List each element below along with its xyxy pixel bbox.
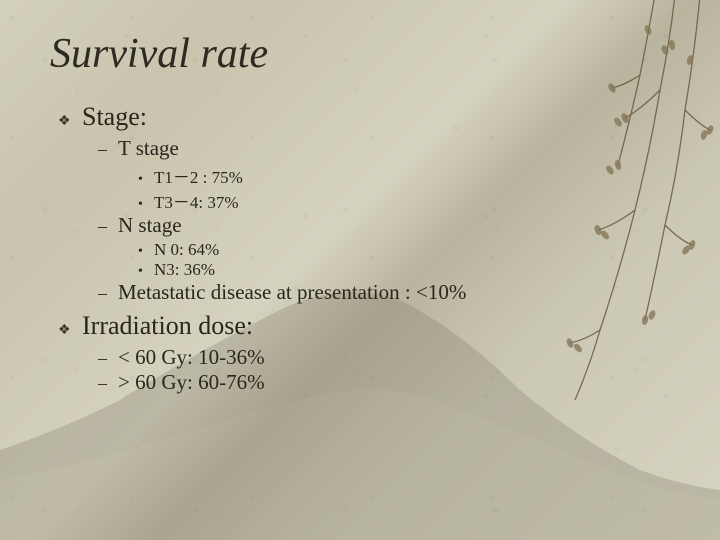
bullet-list: ❖ Stage: – T stage • T1－2 : 75% • T3－4: 37… — [50, 102, 670, 395]
list-item: • N 0: 64% — [138, 240, 670, 260]
irradiation-label: Irradiation dose: — [82, 311, 253, 341]
list-item: –< 60 Gy: 10-36% — [98, 345, 670, 370]
diamond-icon: ❖ — [58, 113, 72, 130]
dash-icon: – — [98, 283, 112, 304]
n-stage-value: N 0: 64% — [154, 240, 219, 260]
dot-icon: • — [138, 197, 148, 213]
list-item: • T3－4: 37% — [138, 188, 670, 213]
dash-icon: – — [98, 373, 112, 394]
item-t-stage: – T stage • T1－2 : 75% • T3－4: 37% — [98, 136, 670, 213]
dot-icon: • — [138, 244, 148, 260]
t-stage-value: T1－2 : 75% — [154, 163, 243, 188]
dash-icon: – — [98, 139, 112, 160]
list-item: • T1－2 : 75% — [138, 163, 670, 188]
metastatic-label: Metastatic disease at presentation : <10… — [118, 280, 466, 305]
dot-icon: • — [138, 172, 148, 188]
item-irradiation: ❖ Irradiation dose: –< 60 Gy: 10-36% –> … — [58, 311, 670, 395]
n-stage-label: N stage — [118, 213, 182, 238]
t-stage-label: T stage — [118, 136, 179, 161]
item-metastatic: – Metastatic disease at presentation : <… — [98, 280, 670, 305]
irradiation-value: < 60 Gy: 10-36% — [118, 345, 265, 370]
slide: Survival rate ❖ Stage: – T stage • T1－2 :… — [0, 0, 720, 540]
item-stage: ❖ Stage: – T stage • T1－2 : 75% • T3－4: 37… — [58, 102, 670, 305]
list-item: • N3: 36% — [138, 260, 670, 280]
item-n-stage: – N stage • N 0: 64% • N3: 36% — [98, 213, 670, 280]
n-stage-value: N3: 36% — [154, 260, 215, 280]
stage-label: Stage: — [82, 102, 147, 132]
slide-title: Survival rate — [50, 30, 670, 78]
irradiation-value: > 60 Gy: 60-76% — [118, 370, 265, 395]
dash-icon: – — [98, 348, 112, 369]
list-item: –> 60 Gy: 60-76% — [98, 370, 670, 395]
diamond-icon: ❖ — [58, 322, 72, 339]
content-area: Survival rate ❖ Stage: – T stage • T1－2 :… — [0, 0, 720, 395]
dot-icon: • — [138, 264, 148, 280]
dash-icon: – — [98, 216, 112, 237]
t-stage-value: T3－4: 37% — [154, 188, 239, 213]
